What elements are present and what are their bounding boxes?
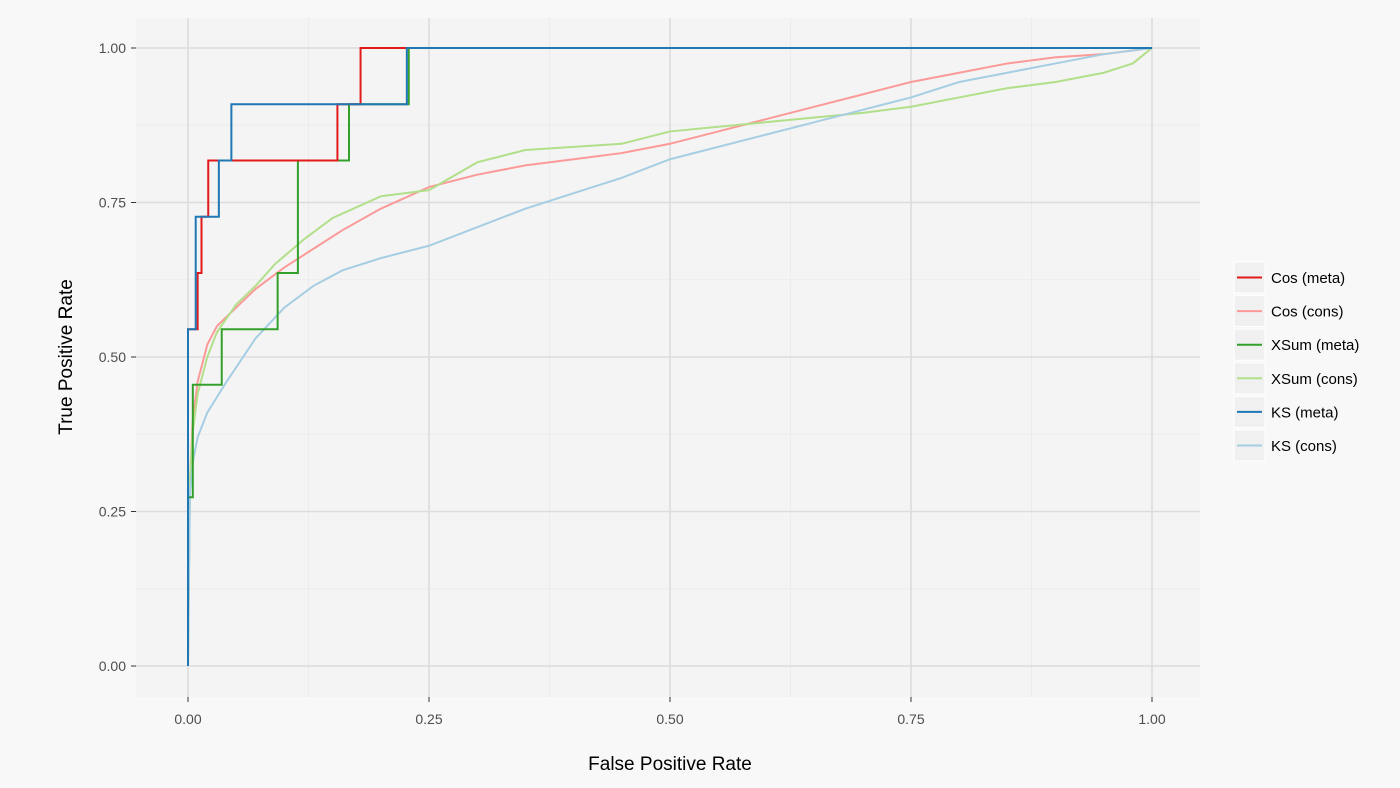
series-line-ks-meta [187, 47, 1152, 666]
y-axis-ticks: 0.00 0.25 0.50 0.75 1.00 [99, 40, 136, 674]
y-tick-label: 0.50 [99, 349, 126, 365]
legend-item-ks-meta: KS (meta) [1233, 395, 1339, 428]
y-tick-label: 0.25 [99, 504, 126, 520]
legend-item-cos-meta: Cos (meta) [1233, 261, 1345, 294]
x-tick-label: 1.00 [1138, 711, 1165, 727]
series-line-cos-cons [187, 47, 1153, 667]
y-tick-label: 1.00 [99, 40, 126, 56]
legend-label: KS (cons) [1271, 438, 1337, 455]
legend-label: Cos (meta) [1271, 270, 1345, 287]
x-tick-label: 0.25 [415, 711, 442, 727]
series-line-xsum-cons [187, 47, 1153, 667]
series-layer [187, 47, 1153, 667]
x-axis-title: False Positive Rate [588, 754, 752, 775]
legend: Cos (meta) Cos (cons) XSum (meta) XSum (con… [1233, 261, 1359, 462]
legend-label: XSum (meta) [1271, 337, 1359, 354]
legend-label: KS (meta) [1271, 404, 1339, 421]
legend-item-xsum-cons: XSum (cons) [1233, 362, 1358, 395]
legend-item-cos-cons: Cos (cons) [1233, 295, 1344, 328]
y-axis-title: True Positive Rate [56, 279, 77, 435]
grid-lines [136, 18, 1200, 697]
legend-item-xsum-meta: XSum (meta) [1233, 328, 1359, 361]
x-tick-label: 0.50 [656, 711, 683, 727]
legend-label: XSum (cons) [1271, 371, 1358, 388]
x-tick-label: 0.00 [174, 711, 201, 727]
series-line-ks-cons [187, 47, 1153, 667]
legend-label: Cos (cons) [1271, 304, 1344, 321]
y-tick-label: 0.75 [99, 195, 126, 211]
legend-item-ks-cons: KS (cons) [1233, 429, 1337, 462]
x-axis-ticks: 0.00 0.25 0.50 0.75 1.00 [174, 697, 1166, 727]
y-tick-label: 0.00 [99, 658, 126, 674]
x-tick-label: 0.75 [897, 711, 924, 727]
